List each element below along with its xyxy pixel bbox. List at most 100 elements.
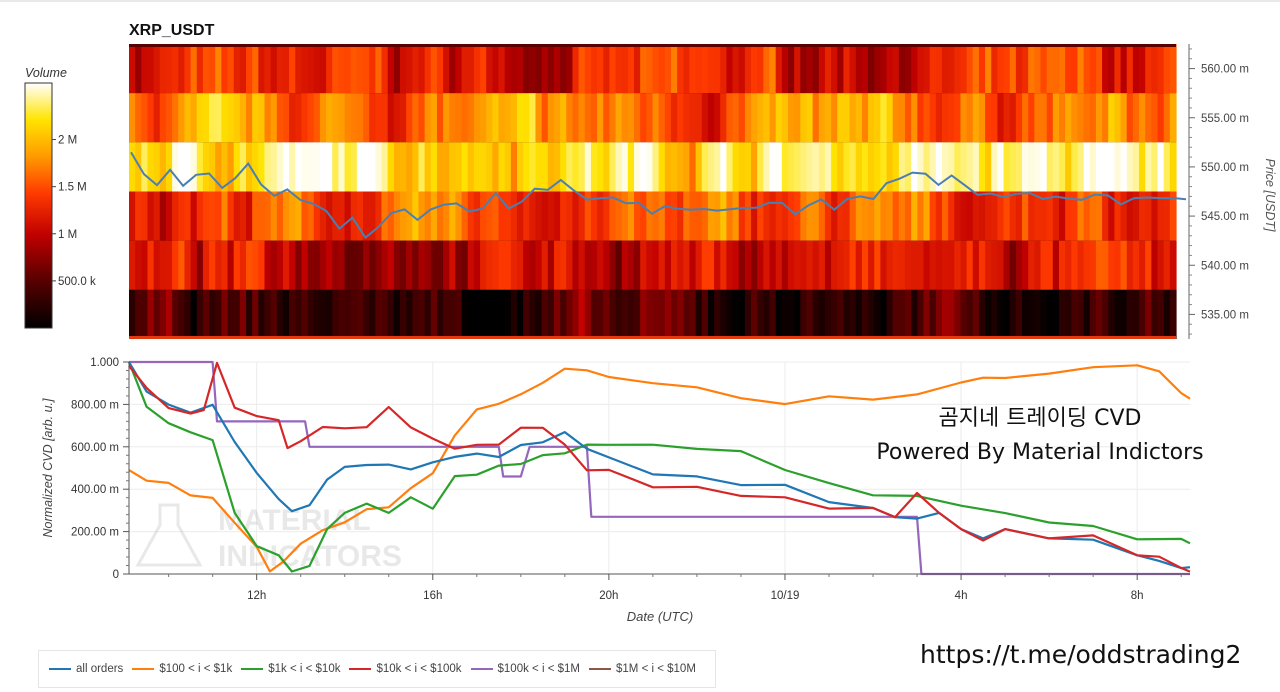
heatmap-cell xyxy=(861,191,869,241)
heatmap-cell xyxy=(794,142,801,192)
cvd-plot-area xyxy=(129,362,1190,574)
heatmap-cell xyxy=(449,289,457,339)
heatmap-cell xyxy=(209,240,216,290)
heatmap-cell xyxy=(498,240,506,290)
heatmap-cell xyxy=(492,191,500,241)
heatmap-cell xyxy=(535,93,543,143)
heatmap-cell xyxy=(769,93,777,143)
heatmap-cell xyxy=(941,191,949,241)
price-axis-label: 540.00 m xyxy=(1201,260,1249,272)
heatmap-cell xyxy=(1132,142,1140,192)
heatmap-cell xyxy=(504,191,512,241)
heatmap-cell xyxy=(781,142,789,192)
heatmap-cell xyxy=(720,289,728,339)
heatmap-cell xyxy=(190,191,198,241)
heatmap-cell xyxy=(418,93,426,143)
heatmap-cell xyxy=(1065,289,1072,339)
heatmap-cell xyxy=(1151,240,1159,290)
heatmap-cell xyxy=(1071,142,1079,192)
heatmap-cell xyxy=(1108,289,1116,339)
heatmap-cell xyxy=(190,289,198,339)
heatmap-cell xyxy=(258,191,266,241)
heatmap-cell xyxy=(344,44,352,94)
heatmap-cell xyxy=(461,44,469,94)
heatmap-cell xyxy=(886,44,894,94)
heatmap-cell xyxy=(744,142,752,192)
legend-item[interactable]: $10k < i < $100k xyxy=(349,663,462,675)
legend-item[interactable]: $100k < i < $1M xyxy=(470,663,580,675)
heatmap-cell xyxy=(178,240,186,290)
heatmap-cell xyxy=(393,289,401,339)
heatmap-cell xyxy=(221,240,229,290)
heatmap-cell xyxy=(972,191,980,241)
heatmap-cell xyxy=(948,289,955,339)
legend-item[interactable]: $1k < i < $10k xyxy=(241,663,340,675)
heatmap-cell xyxy=(264,240,272,290)
heatmap-cell xyxy=(738,142,746,192)
heatmap-cell xyxy=(178,289,186,339)
heatmap-cell xyxy=(313,142,321,192)
heatmap-cell xyxy=(1157,240,1165,290)
heatmap-cell xyxy=(504,289,512,339)
heatmap-cell xyxy=(424,289,432,339)
heatmap-cell xyxy=(991,289,998,339)
heatmap-cell xyxy=(634,240,641,290)
heatmap-cell xyxy=(209,289,216,339)
heatmap-cell xyxy=(252,240,259,290)
heatmap-cell xyxy=(689,142,697,192)
heatmap-cell xyxy=(412,142,420,192)
colorbar-tick-label: 1 M xyxy=(58,229,77,241)
heatmap-cell xyxy=(898,93,906,143)
heatmap-cell xyxy=(646,289,654,339)
heatmap-cell xyxy=(1046,142,1054,192)
heatmap-cell xyxy=(800,289,808,339)
heatmap-cell xyxy=(714,93,721,143)
heatmap-cell xyxy=(363,93,370,143)
heatmap-cell xyxy=(584,44,592,94)
heatmap-cell xyxy=(1022,44,1029,94)
heatmap-cell xyxy=(282,142,290,192)
heatmap-cell xyxy=(560,142,567,192)
heatmap-cell xyxy=(227,44,235,94)
heatmap-cell xyxy=(184,240,192,290)
heatmap-cell xyxy=(473,44,481,94)
heatmap-cell xyxy=(935,289,943,339)
heatmap-cell xyxy=(855,44,863,94)
heatmap-cell xyxy=(424,93,432,143)
heatmap-cell xyxy=(677,142,684,192)
heatmap-cell xyxy=(270,93,278,143)
legend-item[interactable]: $100 < i < $1k xyxy=(132,663,232,675)
heatmap-cell xyxy=(190,93,198,143)
heatmap-cell xyxy=(683,191,691,241)
heatmap-cell xyxy=(843,142,851,192)
heatmap-cell xyxy=(1052,289,1060,339)
heatmap-cell xyxy=(172,289,179,339)
legend-item[interactable]: all orders xyxy=(49,663,123,675)
heatmap-cell xyxy=(726,44,734,94)
heatmap-cell xyxy=(1046,44,1054,94)
heatmap-cell xyxy=(301,289,309,339)
heatmap-cell xyxy=(135,191,142,241)
top-divider xyxy=(0,0,1280,2)
heatmap-cell xyxy=(603,289,610,339)
heatmap-cell xyxy=(547,44,555,94)
cvd-y-tick-label: 600.00 m xyxy=(71,442,119,454)
colorbar-tick-label: 2 M xyxy=(58,135,77,147)
heatmap-cell xyxy=(313,44,321,94)
heatmap-cell xyxy=(590,240,598,290)
heatmap-cell xyxy=(350,289,358,339)
heatmap-cell xyxy=(664,191,672,241)
heatmap-cell xyxy=(861,44,869,94)
heatmap-cell xyxy=(615,44,623,94)
legend-item[interactable]: $1M < i < $10M xyxy=(589,663,696,675)
heatmap-cell xyxy=(338,44,346,94)
heatmap-cell xyxy=(264,191,272,241)
heatmap-cell xyxy=(535,191,543,241)
legend-label: $10k < i < $100k xyxy=(376,663,462,675)
heatmap-cell xyxy=(1169,240,1177,290)
heatmap-cell xyxy=(215,289,222,339)
heatmap-cell xyxy=(307,44,315,94)
heatmap-cell xyxy=(806,44,814,94)
heatmap-cell xyxy=(159,289,167,339)
heatmap-cell xyxy=(972,289,980,339)
